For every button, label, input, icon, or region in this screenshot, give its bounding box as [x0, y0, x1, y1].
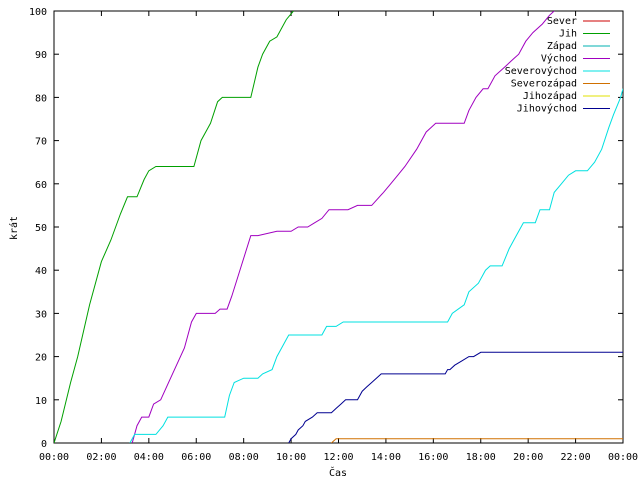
legend-label: Sever — [547, 16, 577, 27]
x-tick-label: 10:00 — [276, 452, 306, 463]
y-axis: 0 10 20 30 40 50 60 70 80 90 100 — [29, 7, 623, 450]
y-tick-label: 20 — [35, 353, 47, 364]
x-tick-label: 02:00 — [86, 452, 116, 463]
x-tick-label: 06:00 — [181, 452, 211, 463]
x-tick-label: 20:00 — [513, 452, 543, 463]
x-tick-label: 04:00 — [134, 452, 164, 463]
y-tick-label: 60 — [35, 180, 47, 191]
series-line-jihovýchod — [288, 351, 623, 443]
x-axis: 00:00 02:00 04:00 06:00 08:00 10:00 12:00 14:00… — [39, 11, 638, 463]
x-tick-label: 18:00 — [466, 452, 496, 463]
series-group — [54, 11, 623, 443]
x-tick-label: 22:00 — [561, 452, 591, 463]
y-tick-label: 70 — [35, 137, 47, 148]
series-line-severovýchod — [129, 88, 623, 443]
x-tick-label: 00:00 — [39, 452, 69, 463]
legend-label: Jih — [559, 29, 577, 40]
x-tick-label: 08:00 — [229, 452, 259, 463]
y-tick-label: 40 — [35, 266, 47, 277]
y-tick-label: 10 — [35, 396, 47, 407]
y-tick-label: 100 — [29, 7, 47, 18]
legend-label: Jihovýchod — [517, 103, 577, 115]
y-tick-label: 80 — [35, 93, 47, 104]
x-axis-label: Čas — [329, 466, 347, 479]
legend-label: Severovýchod — [505, 65, 577, 77]
y-tick-label: 50 — [35, 223, 47, 234]
y-tick-label: 30 — [35, 309, 47, 320]
legend-label: Západ — [547, 40, 577, 52]
series-line-severozápad — [331, 438, 623, 443]
legend-label: Severozápad — [511, 78, 577, 90]
x-tick-label: 00:00 — [608, 452, 638, 463]
x-tick-label: 16:00 — [418, 452, 448, 463]
y-axis-label: krát — [8, 216, 20, 240]
legend: Sever JihZápadVýchodSeverovýchodSeverozáp… — [505, 16, 610, 115]
legend-label: Jihozápad — [523, 90, 577, 102]
x-tick-label: 14:00 — [371, 452, 401, 463]
series-line-jih — [54, 11, 294, 443]
y-tick-label: 0 — [41, 439, 47, 450]
legend-label: Východ — [541, 53, 577, 65]
x-tick-label: 12:00 — [323, 452, 353, 463]
series-line-východ — [131, 11, 555, 443]
y-tick-label: 90 — [35, 50, 47, 61]
